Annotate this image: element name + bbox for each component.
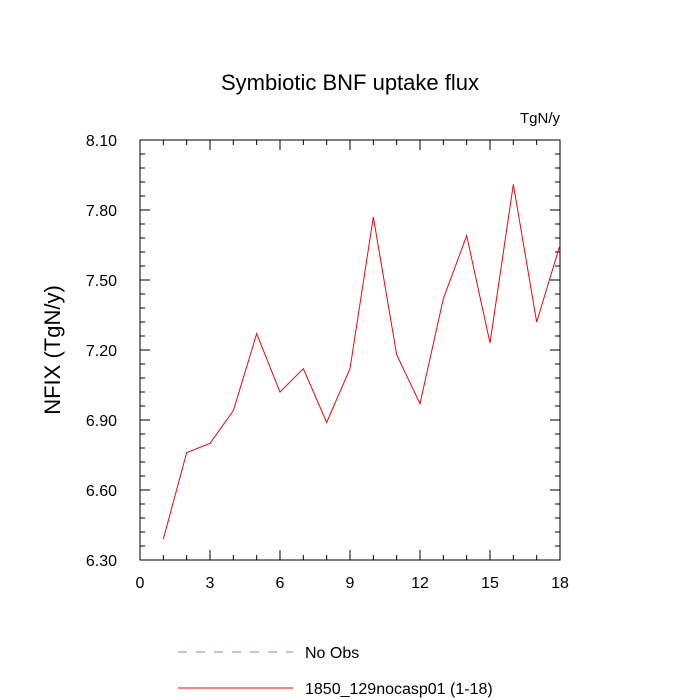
data-point: [303, 368, 304, 369]
y-tick-label: 7.50: [86, 273, 117, 290]
y-axis-label: NFIX (TgN/y): [40, 285, 65, 415]
data-point: [513, 184, 514, 185]
data-point: [233, 410, 234, 411]
x-tick-label: 6: [276, 575, 285, 592]
series-line: [162, 184, 561, 540]
chart-title: Symbiotic BNF uptake flux: [221, 70, 479, 95]
y-tick-label: 6.60: [86, 483, 117, 500]
x-tick-label: 12: [411, 575, 429, 592]
axis-ticks: [139, 139, 561, 561]
data-point: [209, 443, 210, 444]
x-tick-label: 0: [136, 575, 145, 592]
data-point: [186, 452, 187, 453]
data-point: [536, 321, 537, 322]
data-point: [256, 333, 257, 334]
y-tick-label: 7.80: [86, 203, 117, 220]
data-point: [373, 216, 374, 217]
legend-label: 1850_129nocasp01 (1-18): [305, 681, 493, 698]
data-point: [396, 354, 397, 355]
data-point: [419, 403, 420, 404]
data-point: [279, 391, 280, 392]
data-point: [559, 244, 560, 245]
data-point: [489, 342, 490, 343]
x-tick-label: 9: [346, 575, 355, 592]
y-tick-label: 6.90: [86, 413, 117, 430]
y-tick-label: 8.10: [86, 133, 117, 150]
data-point: [443, 298, 444, 299]
data-point: [349, 368, 350, 369]
units-label: TgN/y: [520, 110, 561, 127]
plot-border: [139, 139, 561, 561]
tick-labels: 0 3 6 9 12 15 18 6.30 6.60 6.90 7.20 7.50 7.80 8.10: [86, 133, 569, 592]
data-point: [163, 538, 164, 539]
y-tick-label: 6.30: [86, 553, 117, 570]
data-point: [326, 422, 327, 423]
plot-area: [139, 139, 561, 561]
legend-label: No Obs: [305, 645, 359, 662]
legend: No Obs 1850_129nocasp01 (1-18): [178, 645, 493, 698]
x-tick-label: 15: [481, 575, 499, 592]
x-tick-label: 18: [551, 575, 569, 592]
data-point: [466, 235, 467, 236]
x-tick-label: 3: [206, 575, 215, 592]
series-layer: [162, 184, 561, 540]
y-tick-label: 7.20: [86, 343, 117, 360]
